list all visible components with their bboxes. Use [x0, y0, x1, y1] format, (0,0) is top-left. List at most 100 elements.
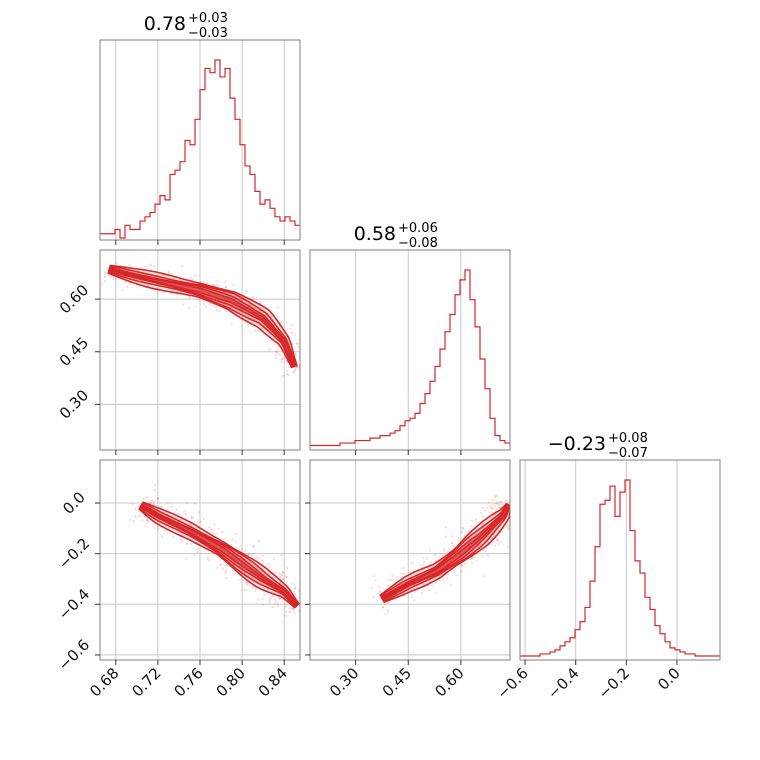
- scatter-point: [284, 575, 288, 578]
- scatter-point: [294, 354, 298, 357]
- scatter-point: [153, 500, 156, 503]
- scatter-point: [487, 501, 490, 504]
- scatter-point: [252, 552, 255, 555]
- scatter-point: [278, 597, 281, 600]
- scatter-point: [303, 588, 305, 590]
- scatter-point: [308, 589, 310, 591]
- scatter-point: [278, 325, 281, 328]
- y-tick-label: 0.0: [59, 488, 89, 518]
- scatter-point: [498, 534, 501, 537]
- title-upper-error: +0.08: [608, 431, 648, 446]
- scatter-point: [387, 611, 390, 614]
- scatter-point: [495, 495, 498, 498]
- scatter-point: [497, 506, 500, 509]
- scatter-points: [100, 261, 313, 378]
- scatter-point: [288, 611, 291, 614]
- scatter-point: [197, 511, 201, 514]
- scatter-point: [285, 602, 288, 605]
- scatter-point: [281, 375, 284, 378]
- scatter-point: [261, 603, 264, 606]
- scatter-point: [470, 561, 474, 564]
- scatter-point: [462, 528, 465, 531]
- scatter-point: [499, 500, 502, 503]
- x-tick-label: −0.2: [595, 664, 633, 702]
- histogram-1-grid: [355, 250, 462, 450]
- scatter-point: [103, 272, 106, 275]
- correlation-marks: [128, 483, 320, 617]
- scatter-point: [244, 549, 247, 553]
- scatter-point: [151, 499, 154, 502]
- scatter-point: [482, 575, 485, 578]
- scatter-point: [402, 572, 405, 575]
- scatter-point: [381, 606, 384, 609]
- scatter-point: [461, 526, 464, 529]
- scatter-point: [221, 567, 224, 570]
- title-median: −0.23: [548, 433, 606, 455]
- scatter-point: [318, 594, 320, 596]
- scatter-point: [225, 577, 228, 580]
- scatter-point: [254, 329, 257, 332]
- scatter-point: [467, 530, 470, 533]
- scatter-point: [305, 590, 307, 592]
- scatter-point: [504, 499, 507, 502]
- scatter-point: [190, 517, 193, 520]
- scatter-point: [384, 602, 387, 605]
- scatter-point: [257, 557, 260, 560]
- scatter-point: [302, 599, 304, 601]
- scatter-point: [232, 283, 235, 286]
- scatter-point: [279, 353, 282, 357]
- scatter-point: [180, 539, 183, 543]
- scatter-point: [280, 361, 283, 364]
- scatter-point: [421, 591, 424, 594]
- scatter-point: [307, 594, 309, 596]
- scatter-point: [293, 333, 296, 336]
- scatter-point: [210, 528, 213, 531]
- scatter-point: [145, 496, 148, 499]
- scatter-point: [437, 556, 440, 559]
- histogram-step-line: [310, 269, 510, 447]
- scatter-point: [481, 506, 484, 510]
- scatter-point: [215, 309, 218, 312]
- scatter-point: [511, 511, 513, 513]
- scatter-point: [180, 538, 183, 541]
- scatter-point: [185, 557, 188, 560]
- scatter-point: [247, 324, 250, 327]
- scatter-point: [252, 297, 255, 300]
- scatter-point: [241, 548, 244, 551]
- scatter-point: [166, 501, 169, 505]
- x-tick-label: 0.60: [431, 664, 467, 700]
- scatter-point: [246, 583, 249, 586]
- y-tick-label: 0.30: [56, 386, 92, 422]
- title-upper-error: +0.03: [188, 11, 228, 26]
- scatter-point: [215, 306, 218, 309]
- scatter-point: [135, 286, 139, 289]
- scatter-point: [199, 280, 202, 283]
- scatter-point: [407, 571, 410, 574]
- scatter-point: [420, 566, 423, 569]
- x-tick-label: 0.72: [128, 664, 164, 700]
- scatter-point: [431, 584, 434, 587]
- y-tick-label: 0.60: [56, 281, 92, 317]
- title-median: 0.58: [354, 223, 396, 245]
- scatter-point: [510, 532, 512, 534]
- scatter-point: [293, 611, 296, 614]
- scatter-point: [144, 524, 147, 528]
- scatter-point: [128, 518, 131, 521]
- scatter-point: [224, 571, 227, 574]
- scatter-point: [206, 557, 209, 560]
- histogram-1-frame: [309, 249, 511, 451]
- title-upper-error: +0.06: [398, 221, 438, 236]
- scatter-point: [488, 505, 491, 508]
- scatter-point: [181, 265, 184, 268]
- scatter-point: [286, 567, 289, 570]
- scatter-point: [280, 320, 283, 324]
- scatter-point: [311, 366, 313, 368]
- scatter-point: [224, 280, 227, 283]
- scatter-point: [516, 506, 518, 508]
- scatter-point: [194, 274, 197, 277]
- scatter-point: [522, 516, 524, 518]
- scatter-point: [253, 306, 256, 309]
- scatter-point: [146, 522, 150, 525]
- scatter-point: [202, 517, 205, 521]
- scatter-point: [384, 613, 387, 616]
